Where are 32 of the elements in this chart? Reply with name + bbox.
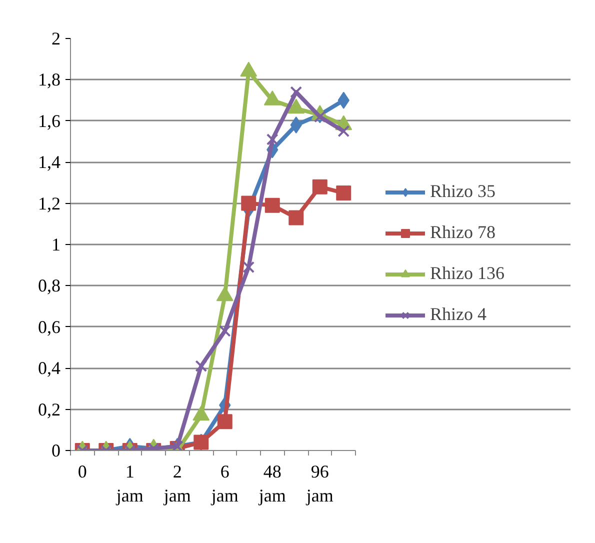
x-tick-label: 6 jam [210, 462, 238, 506]
point [242, 261, 255, 274]
point [290, 86, 302, 98]
point [314, 110, 326, 123]
y-tick-label: 2 [52, 28, 60, 48]
point [312, 179, 328, 194]
x-tick-label: 1 jam [115, 462, 144, 506]
legend-label: Rhizo 4 [430, 304, 486, 325]
point [216, 286, 234, 302]
point [336, 186, 352, 200]
legend-label: Rhizo 35 [430, 181, 496, 202]
y-tick-label: 0,6 [38, 316, 60, 337]
point [338, 125, 350, 138]
y-tick-label: 1 [52, 234, 60, 254]
x-tick-label: 0 [78, 462, 87, 482]
point [192, 406, 210, 421]
y-tick-label: 0,4 [38, 358, 60, 378]
x-tick-label: 96 jam [305, 462, 334, 506]
point [266, 133, 278, 146]
y-tick-label: 0,2 [38, 399, 60, 420]
y-tick-label: 0 [52, 440, 60, 460]
y-tick-label: 0,8 [38, 276, 60, 296]
x-tick-label: 2 jam [162, 462, 191, 506]
y-tick-label: 1,8 [38, 70, 60, 90]
point [288, 210, 304, 226]
y-tick-label: 1,6 [38, 110, 60, 131]
x-tick-label: 48 jam [258, 462, 286, 506]
legend-label: Rhizo 78 [430, 222, 496, 243]
point [264, 198, 280, 213]
y-tick-label: 1,4 [38, 152, 60, 172]
legend-label: Rhizo 136 [430, 263, 504, 284]
y-tick-label: 1,2 [38, 193, 60, 214]
